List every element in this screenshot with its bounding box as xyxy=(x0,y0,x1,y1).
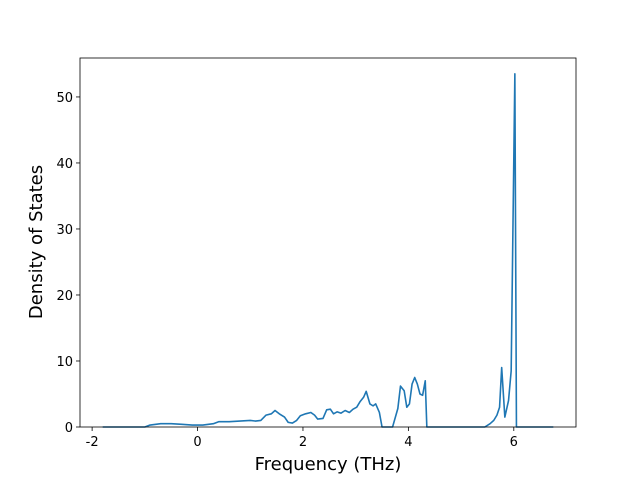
plot-frame xyxy=(79,57,577,428)
y-tick-label: 10 xyxy=(56,355,73,370)
data-line xyxy=(102,73,554,428)
y-tick-label: 50 xyxy=(56,91,73,106)
y-tick-label: 40 xyxy=(56,157,73,172)
x-tick-label: 4 xyxy=(404,435,412,450)
x-tick-label: 0 xyxy=(193,435,201,450)
x-tick-label: 2 xyxy=(299,435,307,450)
x-tick-label: -2 xyxy=(86,435,99,450)
y-axis-label: Density of States xyxy=(26,165,47,319)
x-tick-label: 6 xyxy=(510,435,518,450)
y-tick-label: 20 xyxy=(56,289,73,304)
y-tick-label: 0 xyxy=(65,421,73,436)
x-axis-label: Frequency (THz) xyxy=(255,454,402,475)
y-tick-label: 30 xyxy=(56,223,73,238)
